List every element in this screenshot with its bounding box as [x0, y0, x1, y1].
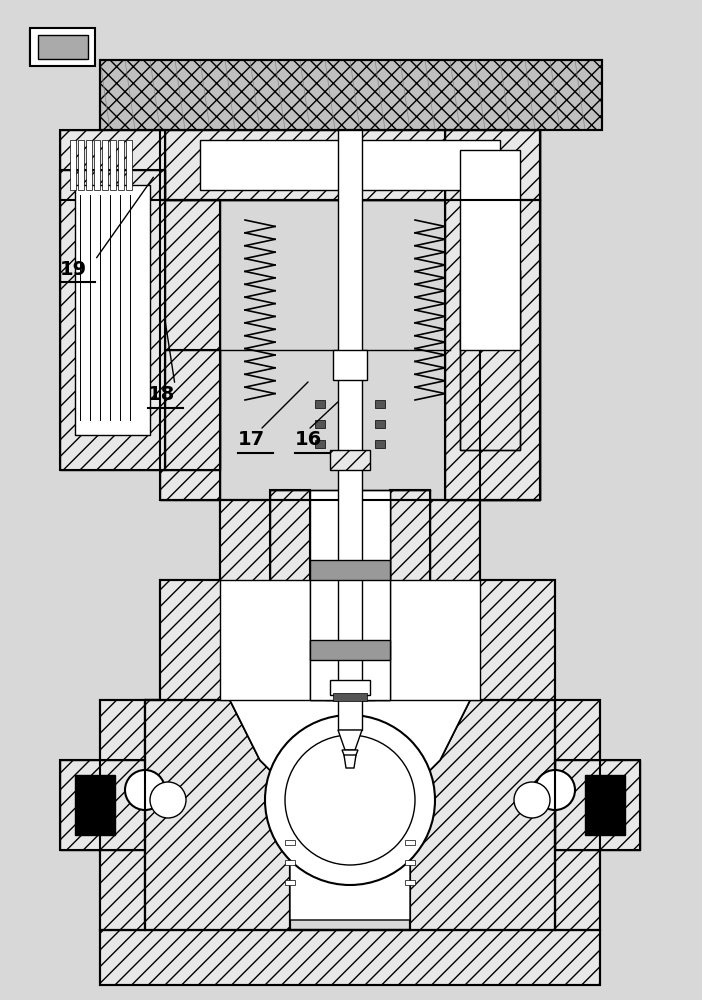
Bar [270, 490, 310, 700]
Bar [330, 450, 370, 470]
Bar [60, 170, 165, 470]
Bar [38, 38, 82, 58]
Bar [38, 35, 88, 59]
Bar [86, 140, 92, 190]
Bar [126, 140, 132, 190]
Bar [285, 880, 295, 885]
Bar [338, 130, 362, 730]
Text: 19: 19 [60, 260, 87, 279]
Bar [315, 440, 325, 448]
Bar [405, 840, 415, 845]
Polygon shape [480, 200, 540, 500]
Bar [460, 270, 520, 450]
Polygon shape [338, 730, 362, 750]
Polygon shape [145, 700, 555, 930]
Polygon shape [145, 500, 555, 700]
Polygon shape [445, 130, 540, 500]
Bar [375, 440, 385, 448]
Bar [160, 130, 540, 200]
Bar [333, 350, 367, 380]
Polygon shape [220, 580, 480, 700]
Polygon shape [390, 490, 430, 700]
Polygon shape [60, 130, 165, 200]
Circle shape [265, 715, 435, 885]
Circle shape [150, 782, 186, 818]
Circle shape [285, 735, 415, 865]
Polygon shape [460, 270, 520, 450]
Polygon shape [344, 755, 356, 768]
Bar [555, 700, 600, 930]
Bar [310, 500, 390, 700]
Polygon shape [555, 700, 600, 930]
Bar [70, 140, 76, 190]
Text: 17: 17 [238, 430, 265, 449]
Circle shape [42, 42, 58, 58]
Bar [330, 680, 370, 695]
Bar [102, 140, 108, 190]
Bar [30, 30, 90, 65]
Bar [310, 490, 390, 700]
Bar [390, 490, 430, 700]
Bar [100, 60, 602, 130]
Bar [94, 140, 100, 190]
Bar [375, 420, 385, 428]
Circle shape [535, 770, 575, 810]
Polygon shape [270, 490, 310, 700]
Polygon shape [100, 60, 602, 130]
Bar [480, 200, 540, 500]
Text: 18: 18 [148, 385, 176, 404]
Bar [100, 930, 600, 985]
Text: 16: 16 [295, 430, 322, 449]
Bar [445, 130, 540, 500]
Circle shape [125, 770, 165, 810]
Bar [460, 150, 520, 350]
Bar [325, 580, 375, 700]
Bar [100, 700, 145, 930]
Bar [75, 775, 115, 835]
Circle shape [514, 782, 550, 818]
Bar [333, 693, 367, 701]
Polygon shape [230, 700, 470, 920]
Polygon shape [342, 750, 358, 760]
Polygon shape [60, 760, 145, 850]
Polygon shape [160, 200, 220, 500]
Bar [555, 760, 640, 850]
Bar [160, 200, 220, 500]
Bar [100, 930, 600, 985]
Polygon shape [555, 760, 640, 850]
Bar [405, 880, 415, 885]
Bar [110, 140, 116, 190]
Bar [315, 420, 325, 428]
Bar [285, 840, 295, 845]
Bar [75, 185, 150, 435]
Polygon shape [160, 130, 540, 200]
Bar [30, 28, 95, 66]
Bar [78, 140, 84, 190]
Bar [285, 860, 295, 865]
Bar [375, 400, 385, 408]
Polygon shape [100, 700, 145, 930]
Polygon shape [165, 350, 220, 470]
Bar [315, 400, 325, 408]
Bar [310, 560, 390, 580]
Bar [118, 140, 124, 190]
Bar [60, 130, 165, 200]
Bar [585, 775, 625, 835]
Bar [60, 760, 145, 850]
Bar [200, 140, 500, 190]
Polygon shape [60, 170, 165, 470]
Bar [310, 640, 390, 660]
Bar [405, 860, 415, 865]
